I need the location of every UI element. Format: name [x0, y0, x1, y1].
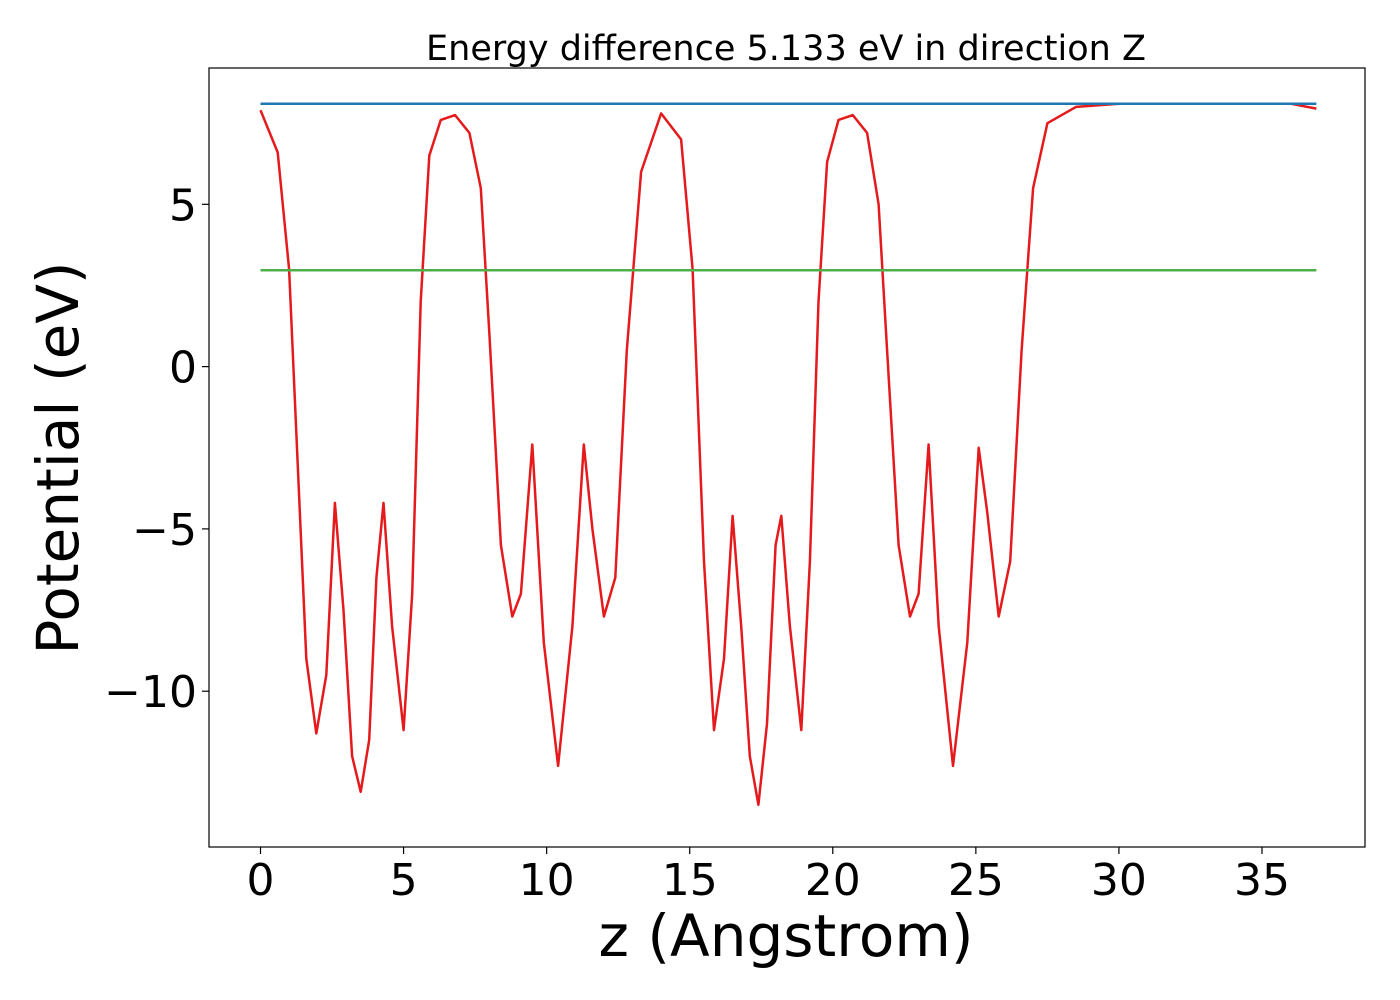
- x-tick-label: 20: [805, 855, 861, 906]
- x-tick-label: 30: [1091, 855, 1147, 906]
- chart-title: Energy difference 5.133 eV in direction …: [426, 29, 1146, 69]
- x-axis-ticks: 0 5 10 15 20 25 30 35: [247, 847, 1290, 906]
- y-axis-ticks: 5 0 −5 −10: [104, 180, 209, 718]
- x-tick-label: 35: [1234, 855, 1290, 906]
- y-tick-label: −5: [132, 505, 197, 556]
- x-axis-label: z (Angstrom): [599, 902, 974, 970]
- series-layer: [259, 102, 1317, 807]
- y-tick-label: 5: [169, 180, 197, 231]
- y-tick-label: −10: [104, 667, 197, 718]
- x-tick-label: 5: [390, 855, 418, 906]
- x-tick-label: 15: [662, 855, 718, 906]
- x-tick-label: 0: [247, 855, 275, 906]
- plot-area: [208, 67, 1366, 848]
- x-tick-label: 10: [519, 855, 575, 906]
- y-axis-label: Potential (eV): [24, 261, 92, 654]
- y-tick-label: 0: [169, 343, 197, 394]
- x-tick-label: 25: [948, 855, 1004, 906]
